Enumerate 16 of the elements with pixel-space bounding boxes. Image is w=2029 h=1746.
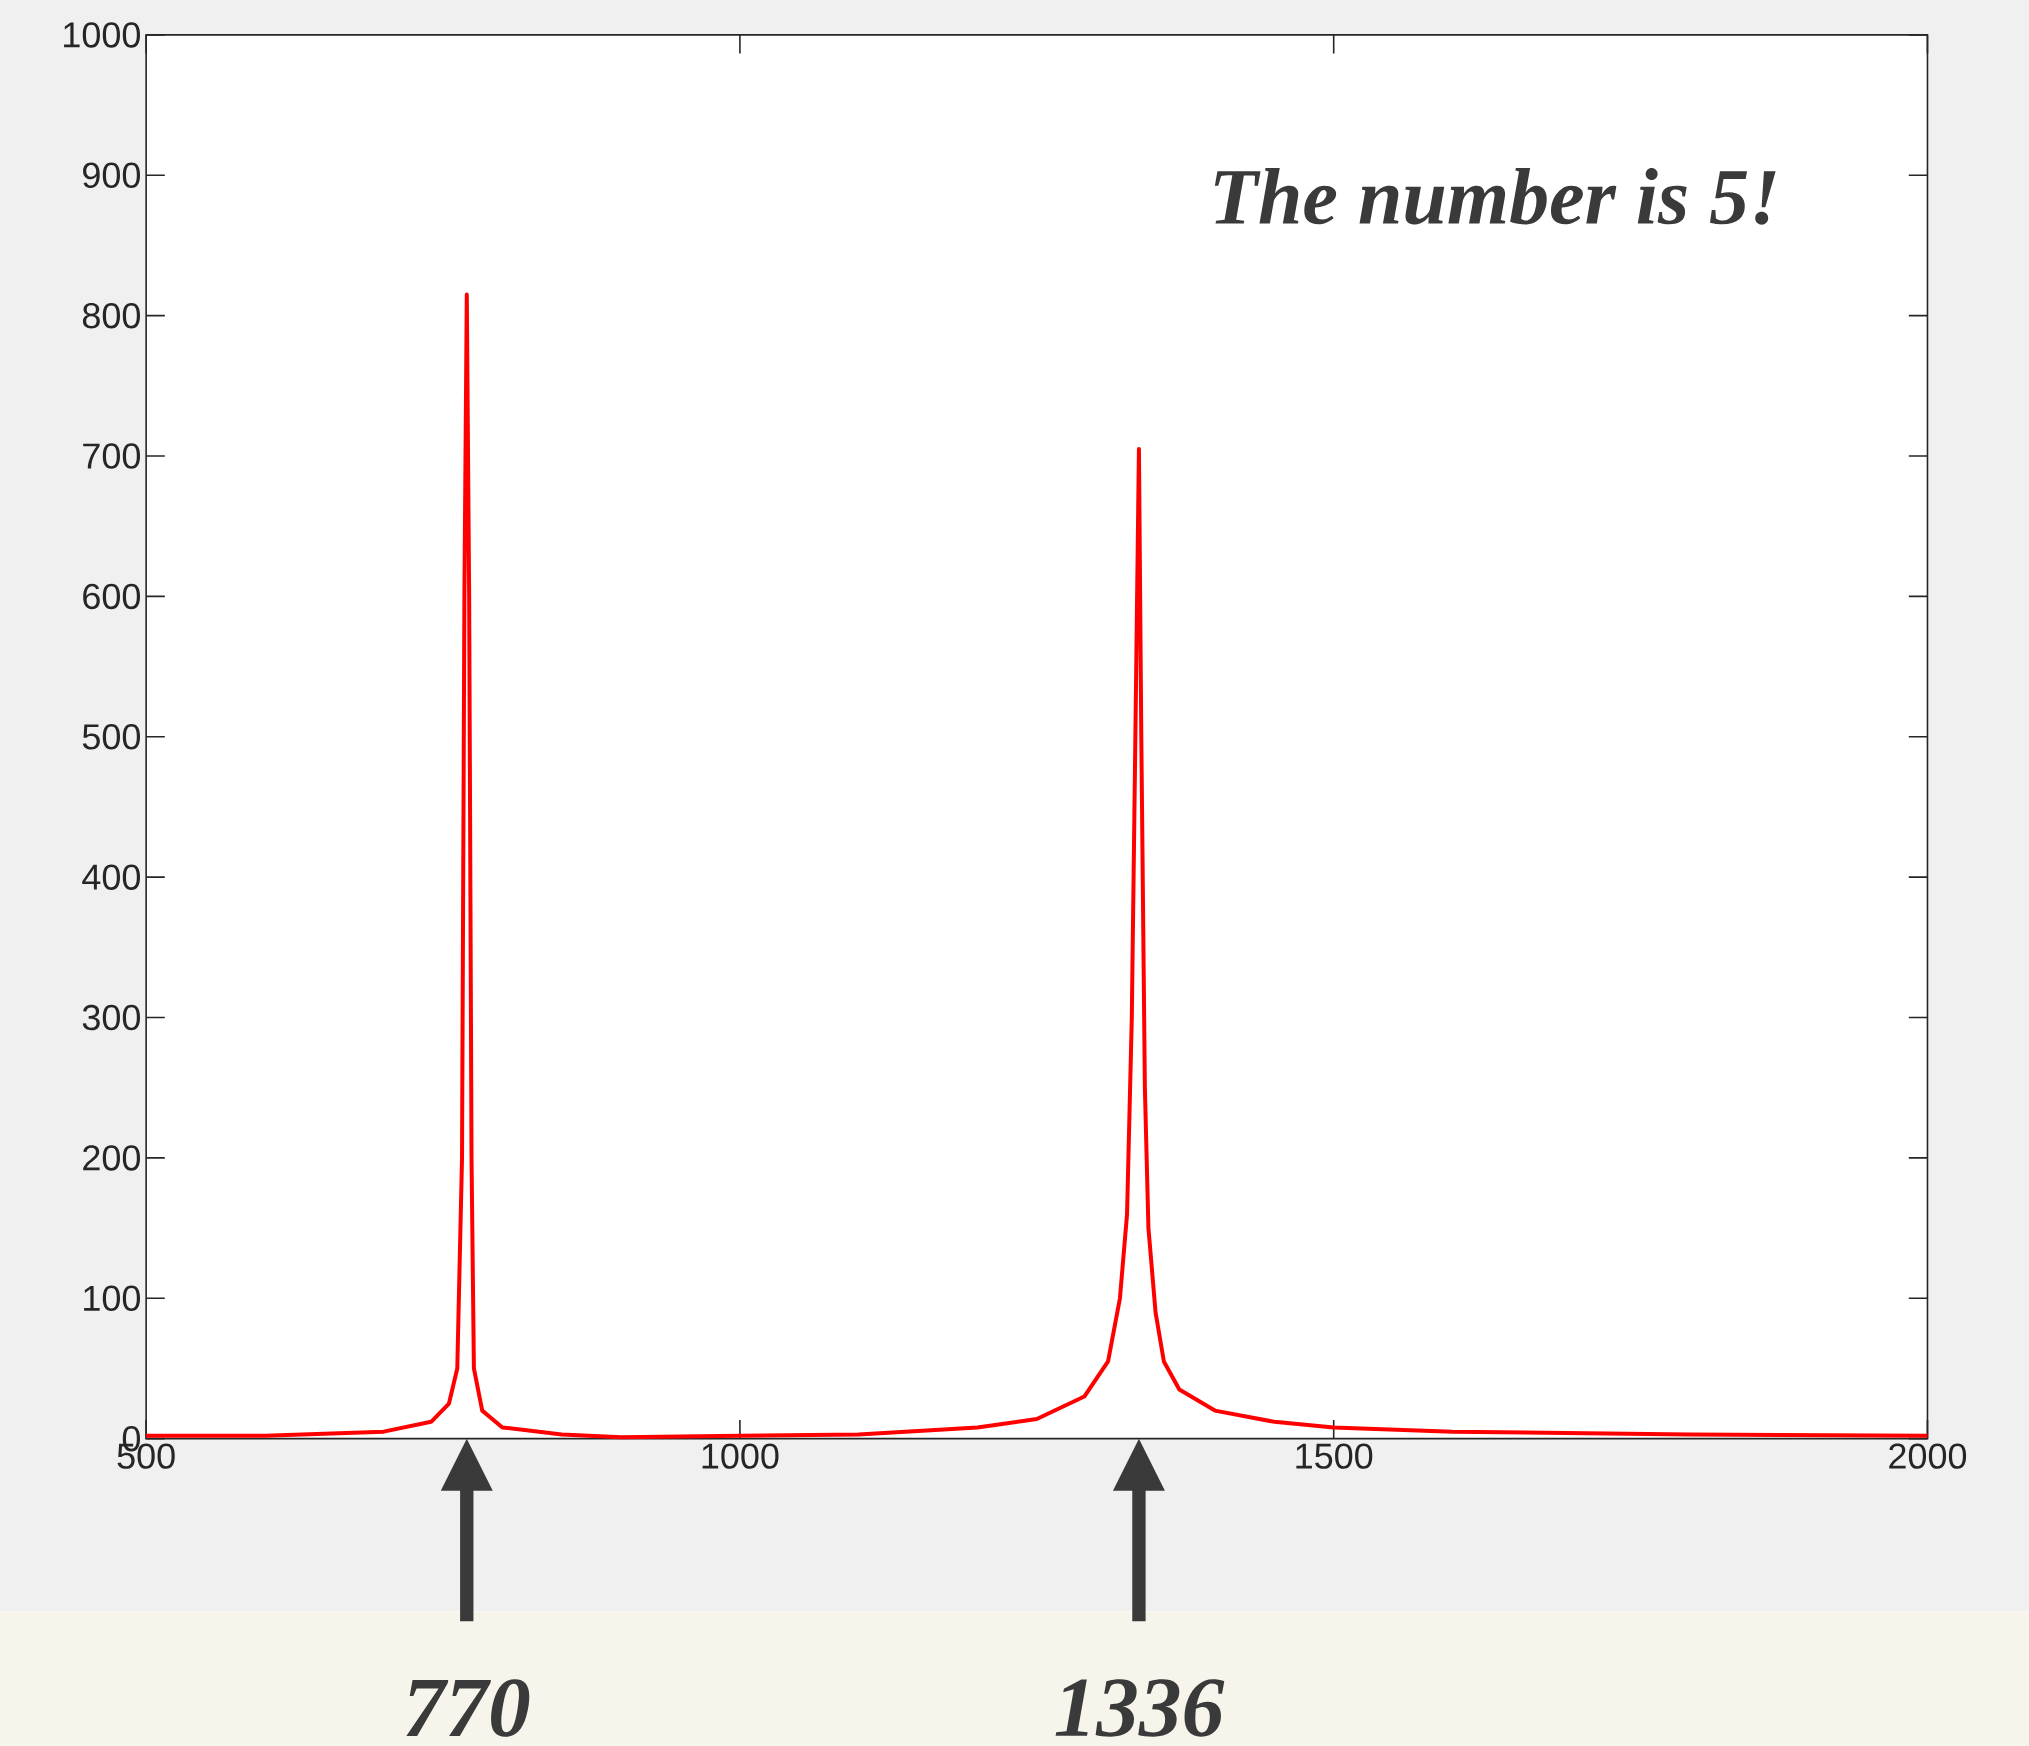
y-tick-label: 500: [82, 724, 141, 750]
y-tick-label: 800: [82, 302, 141, 329]
x-tick-label: 2000: [1889, 1443, 1967, 1469]
y-tick-label: 400: [82, 864, 141, 890]
y-tick-label: 700: [83, 443, 141, 469]
text: 1336: [1055, 1679, 1225, 1737]
x-tick-label: 1000: [702, 1443, 779, 1469]
annotation: The number is 5!: [1214, 168, 1776, 225]
x-tick-label: 1500: [1296, 1443, 1373, 1469]
y-tick-label: 300: [82, 1004, 141, 1031]
text: 770: [406, 1679, 530, 1737]
y-tick-label: 100: [84, 1285, 141, 1312]
y-tick-label: 900: [83, 162, 141, 189]
y-tick-label: 200: [83, 1145, 141, 1171]
y-tick-label: 1000: [64, 22, 140, 48]
y-tick-label: 600: [83, 583, 141, 610]
